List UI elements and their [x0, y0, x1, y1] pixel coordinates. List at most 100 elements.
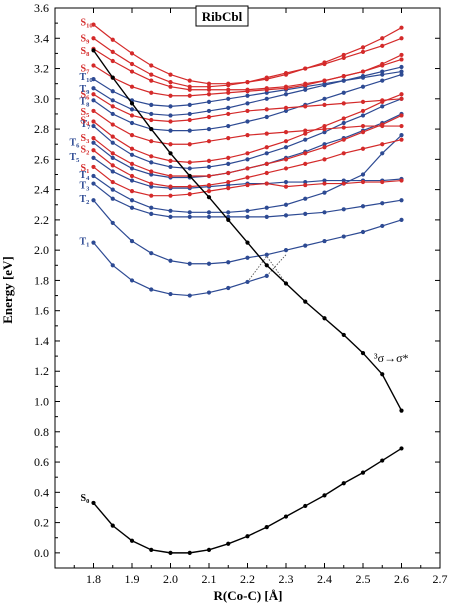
- data-point: [283, 248, 289, 253]
- data-point: [149, 172, 154, 177]
- data-point: [91, 123, 96, 129]
- data-point: [187, 550, 192, 555]
- data-point: [91, 22, 96, 27]
- data-point: [245, 133, 250, 138]
- data-point: [91, 155, 96, 160]
- data-point: [380, 61, 385, 67]
- data-point: [283, 145, 289, 150]
- data-point: [322, 81, 327, 86]
- data-point: [206, 108, 212, 114]
- data-point: [91, 136, 96, 141]
- data-point: [168, 104, 173, 109]
- series-t1: [91, 240, 269, 298]
- series-label-t8: T8: [80, 96, 91, 108]
- data-point: [129, 189, 135, 194]
- series-s10: [91, 22, 404, 86]
- data-point: [149, 154, 154, 159]
- data-point: [226, 285, 231, 291]
- data-point: [380, 458, 385, 463]
- data-point: [149, 251, 154, 256]
- data-point: [129, 133, 135, 138]
- data-point: [168, 164, 173, 170]
- data-point: [149, 102, 154, 107]
- data-point: [110, 196, 115, 201]
- data-point: [322, 123, 327, 129]
- data-point: [303, 161, 308, 166]
- data-point: [149, 160, 154, 165]
- data-point: [303, 211, 308, 216]
- data-point: [110, 220, 115, 226]
- x-tick-label: 2.1: [202, 572, 217, 586]
- y-tick-label: 2.2: [34, 213, 49, 227]
- data-point: [322, 96, 327, 101]
- data-point: [380, 372, 385, 377]
- data-point: [187, 173, 192, 179]
- data-point: [168, 193, 173, 198]
- y-tick-label: 3.6: [34, 1, 49, 15]
- data-point: [91, 77, 96, 82]
- data-point: [283, 202, 289, 207]
- x-tick-label: 2.4: [317, 572, 332, 586]
- data-point: [206, 114, 212, 120]
- data-point: [245, 151, 250, 156]
- data-point: [399, 25, 404, 30]
- data-point: [129, 278, 135, 283]
- data-point: [380, 179, 385, 185]
- data-point: [206, 158, 212, 163]
- data-point: [341, 234, 346, 239]
- data-point: [341, 137, 346, 142]
- y-tick-label: 2.4: [34, 183, 49, 197]
- data-point: [129, 238, 135, 244]
- data-point: [110, 134, 115, 139]
- data-point: [91, 240, 96, 245]
- series-t7: [91, 96, 404, 171]
- series-line: [93, 242, 267, 297]
- data-point: [91, 164, 96, 170]
- x-tick-label: 1.9: [125, 572, 140, 586]
- data-point: [264, 214, 269, 219]
- data-point: [226, 87, 231, 92]
- data-point: [129, 173, 135, 179]
- x-tick-label: 2.0: [163, 572, 178, 586]
- data-point: [129, 152, 135, 157]
- data-point: [360, 179, 366, 185]
- series-3-: [91, 48, 404, 413]
- data-point: [168, 550, 173, 555]
- data-point: [322, 157, 327, 162]
- data-point: [110, 75, 115, 80]
- data-point: [129, 113, 135, 118]
- y-tick-label: 0.6: [34, 455, 49, 469]
- data-point: [303, 128, 308, 133]
- series-label-s4: S4: [81, 116, 91, 128]
- data-point: [206, 84, 212, 89]
- data-point: [322, 145, 327, 150]
- y-tick-label: 1.6: [34, 304, 49, 318]
- data-point: [283, 108, 289, 114]
- crossing-dotted-line: [266, 254, 287, 277]
- data-point: [264, 161, 269, 166]
- data-point: [264, 151, 269, 156]
- data-point: [110, 49, 115, 54]
- data-point: [129, 84, 135, 89]
- data-point: [187, 261, 192, 266]
- data-point: [226, 186, 231, 191]
- data-point: [187, 293, 192, 298]
- x-tick-label: 2.7: [433, 572, 448, 586]
- data-point: [187, 166, 192, 171]
- data-point: [110, 58, 115, 64]
- y-tick-label: 2.0: [34, 243, 49, 257]
- data-point: [264, 525, 269, 530]
- sigma-annotation: ³σ→σ*: [374, 351, 409, 365]
- data-point: [360, 172, 366, 177]
- data-point: [187, 128, 192, 133]
- data-point: [399, 52, 404, 58]
- series-label-t9: T9: [80, 84, 91, 96]
- data-point: [226, 111, 231, 117]
- crossing-dotted-line: [247, 255, 287, 284]
- data-point: [399, 96, 404, 101]
- series-label-t7: T7: [81, 119, 92, 131]
- data-point: [206, 182, 212, 188]
- data-point: [360, 69, 366, 74]
- data-point: [399, 113, 404, 118]
- data-point: [322, 126, 327, 132]
